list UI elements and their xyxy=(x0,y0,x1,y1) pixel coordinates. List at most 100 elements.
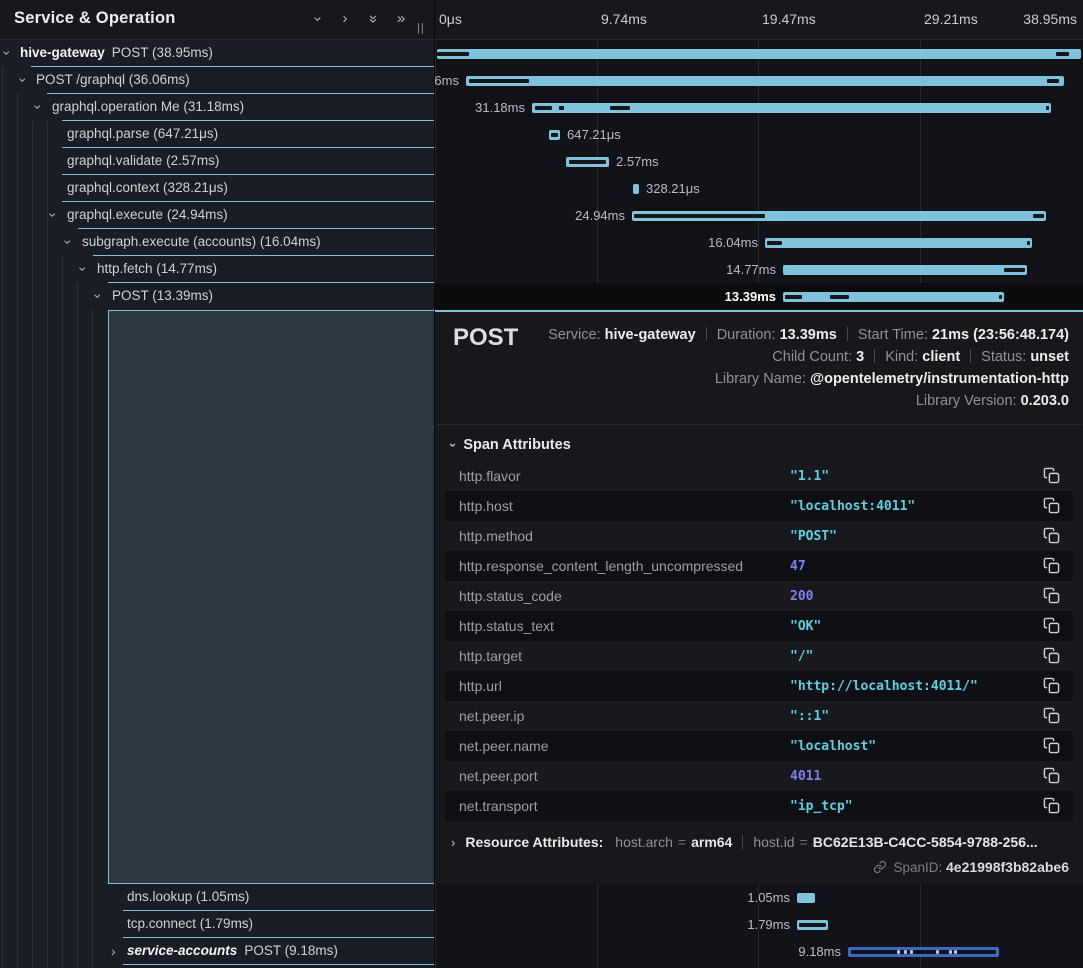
attribute-value: "localhost" xyxy=(790,739,1043,754)
tree-row-subgraph-execute[interactable]: › subgraph.execute (accounts) (16.04ms) xyxy=(0,229,434,256)
chevron-down-icon[interactable]: › xyxy=(21,72,26,88)
copy-icon[interactable] xyxy=(1043,617,1061,635)
tree-row-post-selected[interactable]: › POST (13.39ms) xyxy=(0,283,434,310)
chevron-down-icon[interactable]: › xyxy=(306,8,328,30)
attribute-value: 47 xyxy=(790,559,1043,574)
tree-row-service-accounts-post[interactable]: › service-accountsPOST (9.18ms) xyxy=(0,938,434,965)
indent-guide xyxy=(92,310,93,968)
span-bar[interactable] xyxy=(632,211,1046,221)
span-bar[interactable] xyxy=(783,292,1004,302)
axis-tick: 9.74ms xyxy=(601,11,647,27)
span-label: graphql.validate (2.57ms) xyxy=(67,153,219,168)
span-bar[interactable] xyxy=(783,265,1027,275)
span-label: graphql.parse (647.21μs) xyxy=(67,126,218,141)
attribute-key: http.status_code xyxy=(459,588,790,604)
copy-icon[interactable] xyxy=(1043,467,1061,485)
chevron-down-icon[interactable]: › xyxy=(81,261,86,277)
panel-resize-handle[interactable]: || xyxy=(417,22,425,34)
span-bar[interactable] xyxy=(466,76,1064,86)
copy-icon[interactable] xyxy=(1043,527,1061,545)
copy-icon[interactable] xyxy=(1043,797,1061,815)
span-meta: Service: hive-gatewayDuration: 13.39msSt… xyxy=(548,324,1069,412)
duration-label: 647.21μs xyxy=(567,127,621,142)
start-time-value: 21ms (23:56:48.174) xyxy=(932,327,1069,343)
tree-row-http-fetch[interactable]: › http.fetch (14.77ms) xyxy=(0,256,434,283)
span-bar[interactable] xyxy=(549,130,560,140)
tree-row-dns-lookup[interactable]: dns.lookup (1.05ms) xyxy=(0,884,434,911)
copy-icon[interactable] xyxy=(1043,587,1061,605)
attribute-key: http.url xyxy=(459,678,790,694)
chevron-down-icon[interactable]: › xyxy=(51,207,56,223)
timeline-row: 1.05ms xyxy=(435,884,1083,911)
attribute-key: http.status_text xyxy=(459,618,790,634)
chevron-down-icon[interactable]: › xyxy=(96,288,101,304)
chevron-right-icon[interactable]: › xyxy=(111,943,116,959)
timeline-row-selected: 13.39ms xyxy=(435,283,1083,310)
attribute-row: http.target "/" xyxy=(445,641,1073,671)
attribute-row: http.flavor "1.1" xyxy=(445,461,1073,491)
selected-span-expansion-area xyxy=(108,310,434,884)
tree-row-graphql-context[interactable]: graphql.context (328.21μs) xyxy=(0,175,434,202)
tree-row-post-graphql[interactable]: › POST /graphql (36.06ms) xyxy=(0,67,434,94)
duration-label: 2.57ms xyxy=(616,154,659,169)
span-bar[interactable] xyxy=(848,947,999,957)
span-bar[interactable] xyxy=(532,103,1051,113)
indent-guide xyxy=(62,256,63,968)
chevron-down-icon[interactable]: › xyxy=(5,45,10,61)
attribute-row: http.url "http://localhost:4011/" xyxy=(445,671,1073,701)
copy-icon[interactable] xyxy=(1043,647,1061,665)
copy-icon[interactable] xyxy=(1043,707,1061,725)
tree-row-graphql-operation[interactable]: › graphql.operation Me (31.18ms) xyxy=(0,94,434,121)
attribute-value: "1.1" xyxy=(790,469,1043,484)
tree-row-graphql-parse[interactable]: graphql.parse (647.21μs) xyxy=(0,121,434,148)
axis-tick: 29.21ms xyxy=(924,11,978,27)
child-count-value: 3 xyxy=(856,349,864,365)
chevron-down-icon[interactable]: › xyxy=(66,234,71,250)
attribute-key: net.transport xyxy=(459,798,790,814)
span-attributes-header[interactable]: ›Span Attributes xyxy=(451,437,1083,453)
copy-icon[interactable] xyxy=(1043,737,1061,755)
attribute-value: 4011 xyxy=(790,769,1043,784)
kind-value: client xyxy=(922,349,960,365)
attribute-row: http.method "POST" xyxy=(445,521,1073,551)
timeline-row: 14.77ms xyxy=(435,256,1083,283)
span-bar[interactable] xyxy=(797,920,828,930)
timeline-row: 36.06ms xyxy=(435,67,1083,94)
attribute-key: http.flavor xyxy=(459,468,790,484)
chevron-right-icon[interactable]: › xyxy=(334,8,356,30)
span-bar[interactable] xyxy=(633,184,639,194)
timeline-row: 1.79ms xyxy=(435,911,1083,938)
span-bar[interactable] xyxy=(797,893,815,903)
meta-line-2: Child Count: 3Kind: clientStatus: unset xyxy=(548,346,1069,368)
span-label: http.fetch (14.77ms) xyxy=(97,261,217,276)
span-bar[interactable] xyxy=(566,157,609,167)
duration-label: 31.18ms xyxy=(475,100,525,115)
copy-icon[interactable] xyxy=(1043,557,1061,575)
panel-title: Service & Operation xyxy=(14,9,176,28)
span-label: POST (13.39ms) xyxy=(112,288,213,303)
service-name: hive-gateway xyxy=(20,45,105,60)
double-chevron-right-icon[interactable]: » xyxy=(390,8,412,30)
double-chevron-down-icon[interactable]: » xyxy=(362,8,384,30)
chevron-down-icon[interactable]: › xyxy=(36,99,41,115)
duration-label: 1.79ms xyxy=(747,917,790,932)
copy-icon[interactable] xyxy=(1043,677,1061,695)
timeline-row: 328.21μs xyxy=(435,175,1083,202)
timeline-axis: 0μs 9.74ms 19.47ms 29.21ms 38.95ms xyxy=(435,0,1083,40)
chevron-right-icon: › xyxy=(451,835,455,850)
span-bar[interactable] xyxy=(765,238,1032,248)
tree-row-graphql-validate[interactable]: graphql.validate (2.57ms) xyxy=(0,148,434,175)
span-id-row[interactable]: SpanID: 4e21998f3b82abe6 xyxy=(435,859,1069,875)
span-bar[interactable] xyxy=(437,49,1081,59)
copy-icon[interactable] xyxy=(1043,497,1061,515)
row-divider xyxy=(123,964,434,965)
resource-attributes-row[interactable]: ›Resource Attributes:host.arch=arm64host… xyxy=(451,834,1079,851)
copy-icon[interactable] xyxy=(1043,767,1061,785)
tree-row-tcp-connect[interactable]: tcp.connect (1.79ms) xyxy=(0,911,434,938)
meta-line-1: Service: hive-gatewayDuration: 13.39msSt… xyxy=(548,324,1069,346)
attribute-key: net.peer.ip xyxy=(459,708,790,724)
tree-row-hive-gateway-post[interactable]: › hive-gatewayPOST (38.95ms) xyxy=(0,40,434,67)
tree-row-graphql-execute[interactable]: › graphql.execute (24.94ms) xyxy=(0,202,434,229)
chevron-down-icon: › xyxy=(451,437,455,452)
details-divider xyxy=(437,424,1081,425)
